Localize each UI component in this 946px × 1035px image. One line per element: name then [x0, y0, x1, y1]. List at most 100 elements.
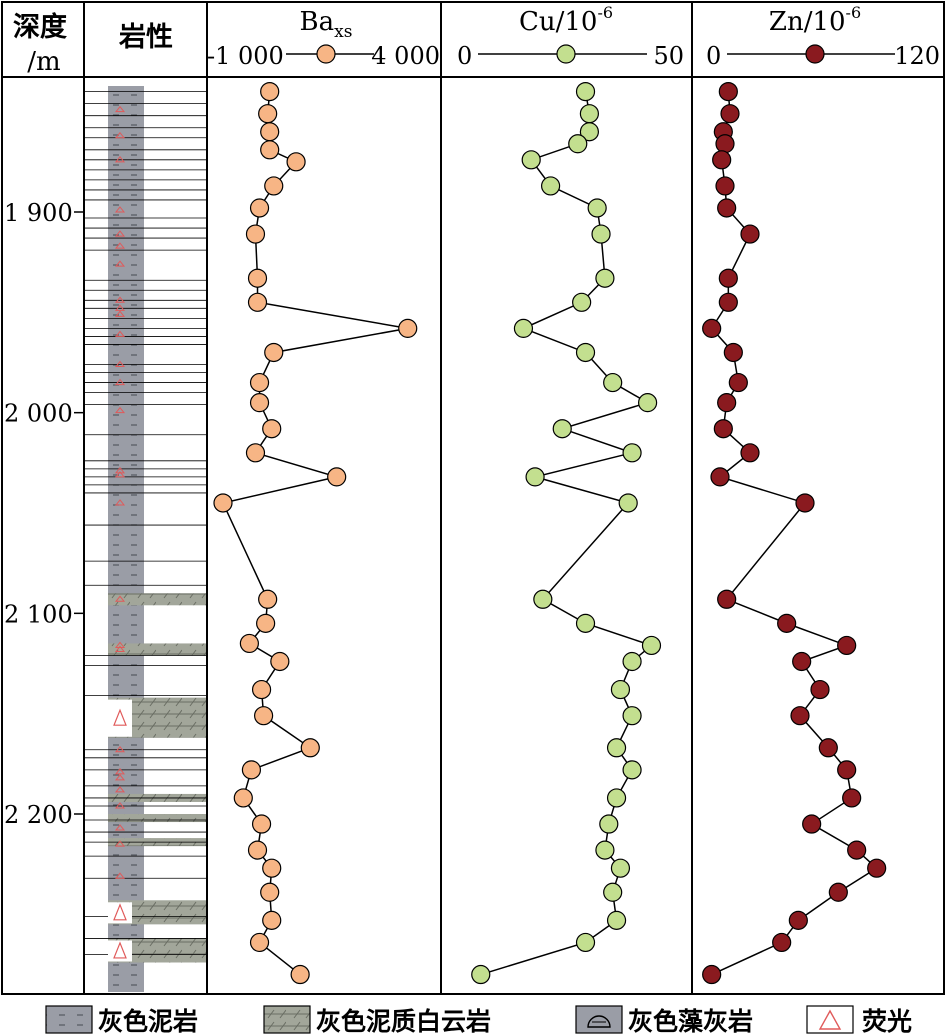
- lithology-label: 岩性: [118, 22, 173, 53]
- legend-label-dolomite: 灰色泥质白云岩: [316, 1007, 491, 1035]
- zn-data-point: [740, 224, 760, 244]
- fluorescence-icon: [114, 156, 126, 163]
- cu-data-point: [610, 858, 631, 878]
- header-row: 深度 /m 岩性 Baxs Cu/10-6 Zn/10-6 -1 000 4 0…: [13, 3, 940, 77]
- cu-data-point: [603, 882, 623, 902]
- ba-data-point: [239, 633, 259, 654]
- zn-data-point: [842, 788, 862, 808]
- cu-series-exponent: -6: [597, 3, 613, 22]
- fluorescence-icon: [114, 745, 126, 753]
- ba-scale-min: -1 000: [207, 42, 284, 70]
- fluorescence-icon: [114, 840, 126, 847]
- cu-data-point: [513, 318, 534, 338]
- lithology-bed-lines: [84, 91, 207, 955]
- ba-data-point: [258, 589, 278, 609]
- zn-data-point: [723, 342, 743, 363]
- zn-data-point: [788, 910, 808, 930]
- ba-data-point: [258, 104, 278, 124]
- fluorescence-icon: [114, 774, 126, 781]
- cu-data-point: [606, 738, 627, 758]
- fluorescence-icon: [114, 824, 126, 831]
- cu-series-name: Cu: [519, 7, 556, 37]
- ba-data-point: [260, 140, 280, 160]
- geochem-tracks: [213, 81, 887, 985]
- cu-data-point: [575, 342, 596, 363]
- depth-axis: 1 900 2 000 2 100 2 200: [4, 199, 84, 829]
- ba-data-point: [260, 81, 280, 102]
- zn-data-point: [717, 198, 737, 218]
- algal-dome-icon: [587, 1015, 611, 1028]
- track-zn: [702, 81, 887, 985]
- ba-series-line: [221, 91, 408, 976]
- legend-label-mudstone: 灰色泥岩: [98, 1007, 198, 1035]
- fluorescence-icon: [114, 131, 126, 139]
- depth-tick-label: 2 100: [4, 600, 73, 628]
- ba-data-point: [327, 467, 347, 487]
- cu-data-point: [595, 268, 615, 288]
- zn-data-point: [837, 635, 857, 656]
- legend-label-fluorescence: 荧光: [862, 1007, 912, 1035]
- zn-data-point: [712, 150, 732, 170]
- zn-data-point: [802, 814, 822, 834]
- cu-data-point: [622, 706, 642, 726]
- fluorescence-icon: [114, 206, 126, 213]
- zn-data-point: [790, 706, 810, 726]
- ba-data-point: [254, 706, 274, 726]
- zn-data-point: [837, 760, 857, 780]
- depth-tick-label: 2 000: [4, 400, 73, 428]
- fluorescence-icon: [114, 786, 126, 793]
- fluorescence-icon: [114, 242, 126, 249]
- fluorescence-icon: [113, 708, 127, 726]
- track-cu: [471, 81, 662, 985]
- fluorescence-icon: [114, 105, 126, 113]
- ba-data-point: [247, 292, 268, 312]
- ba-data-point: [270, 651, 290, 672]
- legend-swatch-algal-limestone: [575, 1005, 623, 1034]
- fluorescence-icon: [114, 645, 126, 652]
- fluorescence-icon: [114, 872, 126, 879]
- ba-data-point: [264, 342, 284, 363]
- cu-data-point: [606, 788, 627, 808]
- zn-series-name: Zn: [769, 7, 804, 37]
- fluorescence-icon: [114, 471, 126, 478]
- fluorescence-icon: [114, 595, 126, 602]
- zn-data-point: [702, 964, 722, 985]
- zn-data-point: [867, 858, 887, 878]
- zn-scale-marker: [805, 44, 825, 64]
- zn-data-point: [847, 840, 867, 860]
- ba-data-point: [262, 858, 282, 878]
- legend-swatch-dolomite: [263, 1005, 311, 1034]
- zn-data-point: [715, 176, 735, 196]
- cu-data-point: [471, 964, 491, 985]
- ba-data-point: [247, 840, 268, 860]
- ba-data-point: [260, 122, 280, 142]
- cu-data-point: [579, 104, 600, 124]
- ba-series-title: Baxs: [300, 7, 353, 42]
- ba-data-point: [245, 443, 266, 463]
- fluorescence-markers: [108, 105, 132, 962]
- cu-data-point: [540, 176, 561, 196]
- frame: [1, 1, 945, 995]
- legend-swatch-mudstone: [45, 1005, 93, 1034]
- cu-data-point: [622, 760, 642, 780]
- fluorescence-icon: [113, 903, 127, 921]
- zn-data-point: [718, 292, 738, 312]
- fluorescence-icon: [114, 310, 126, 317]
- ba-data-point: [247, 268, 268, 288]
- ba-data-point: [249, 372, 270, 393]
- cu-data-point: [606, 910, 627, 930]
- cu-series-unit: /10: [556, 7, 598, 37]
- zn-data-point: [717, 393, 737, 413]
- zn-data-point: [740, 443, 760, 463]
- fluorescence-icon: [114, 360, 126, 368]
- zn-series-line: [710, 91, 878, 976]
- cu-scale-min: 0: [457, 42, 472, 70]
- ba-data-point: [251, 814, 272, 834]
- zn-data-point: [810, 679, 830, 700]
- cu-data-point: [622, 443, 642, 463]
- zn-data-point: [710, 467, 730, 487]
- zn-data-point: [718, 268, 738, 288]
- ba-scale-max: 4 000: [371, 42, 440, 70]
- zn-data-point: [717, 589, 737, 609]
